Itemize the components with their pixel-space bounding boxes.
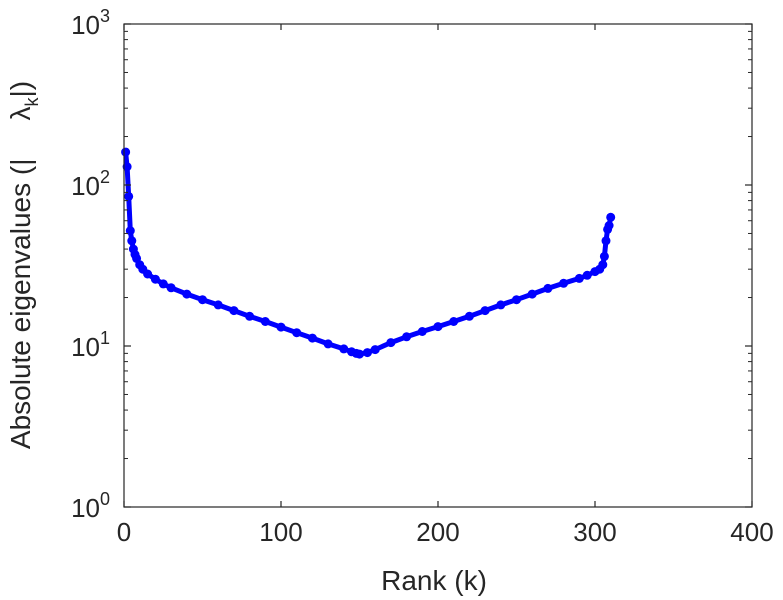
x-tick-label: 100 <box>259 517 302 547</box>
x-tick-label: 300 <box>573 517 616 547</box>
data-point <box>527 289 537 299</box>
data-point <box>512 295 521 305</box>
data-point <box>276 322 286 332</box>
data-point <box>433 322 443 332</box>
data-point <box>601 236 611 246</box>
data-point <box>182 289 192 299</box>
data-point <box>229 306 239 316</box>
data-point <box>292 328 302 338</box>
y-tick-label-exponent: 1 <box>100 328 110 348</box>
data-point <box>543 283 553 293</box>
y-tick-label: 102 <box>71 167 110 201</box>
y-tick-label-base: 10 <box>71 332 100 362</box>
data-point <box>362 348 372 358</box>
y-axis-label: Absolute eigenvalues (| λk|) <box>5 81 42 449</box>
data-point <box>449 317 459 326</box>
data-point <box>323 339 333 349</box>
data-point <box>496 300 506 310</box>
data-point <box>417 327 427 336</box>
y-tick-label-exponent: 0 <box>100 489 110 509</box>
y-tick-label-exponent: 3 <box>100 6 110 26</box>
data-point <box>599 251 609 261</box>
data-point <box>464 311 474 321</box>
x-tick-label: 200 <box>416 517 459 547</box>
data-point <box>598 260 608 270</box>
series-layer <box>121 147 616 359</box>
data-point <box>124 191 134 201</box>
data-point <box>198 295 207 305</box>
data-point <box>260 317 270 326</box>
data-point <box>158 279 168 289</box>
x-tick-label: 400 <box>730 517 773 547</box>
y-axis-label-lambda: λ <box>5 107 36 121</box>
y-tick-label: 100 <box>71 489 110 523</box>
data-point <box>166 283 176 293</box>
data-point <box>213 300 223 310</box>
y-tick-label-base: 10 <box>71 171 100 201</box>
data-point <box>604 221 614 230</box>
data-point <box>574 273 584 283</box>
y-axis-label-sub: k <box>22 97 42 107</box>
y-tick-label-base: 10 <box>71 10 100 40</box>
data-point <box>606 212 616 222</box>
data-point <box>150 274 160 284</box>
data-point <box>125 226 135 236</box>
data-point <box>307 333 317 343</box>
y-axis-label-prefix: Absolute eigenvalues (| <box>5 159 36 450</box>
data-point <box>121 147 131 157</box>
y-tick-label: 103 <box>71 6 110 40</box>
data-point <box>402 332 412 342</box>
data-point <box>339 344 349 354</box>
data-point <box>480 306 490 316</box>
data-point <box>582 270 592 280</box>
data-point <box>370 345 380 355</box>
y-tick-label-base: 10 <box>71 493 100 523</box>
plot-area <box>124 24 752 507</box>
data-point <box>559 278 569 288</box>
data-point <box>122 162 132 172</box>
x-axis-label: Rank (k) <box>381 565 487 596</box>
data-point <box>386 338 396 348</box>
x-tick-label: 0 <box>117 517 131 547</box>
data-point <box>355 349 364 359</box>
data-point <box>245 311 255 321</box>
data-point <box>143 269 153 279</box>
y-axis-label-suffix: |) <box>5 81 36 98</box>
data-point <box>127 236 137 246</box>
y-tick-label: 101 <box>71 328 110 362</box>
y-tick-label-exponent: 2 <box>100 167 110 187</box>
